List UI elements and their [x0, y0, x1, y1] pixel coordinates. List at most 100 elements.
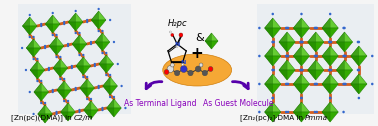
Circle shape	[202, 70, 208, 76]
Polygon shape	[107, 108, 121, 117]
Text: N: N	[174, 41, 180, 46]
Circle shape	[195, 66, 201, 72]
Circle shape	[330, 69, 332, 71]
Polygon shape	[38, 105, 53, 114]
Polygon shape	[265, 56, 281, 66]
Polygon shape	[279, 42, 295, 52]
Polygon shape	[351, 46, 359, 66]
Polygon shape	[68, 22, 83, 31]
Circle shape	[51, 89, 54, 91]
Polygon shape	[57, 90, 71, 99]
Polygon shape	[91, 20, 106, 29]
Circle shape	[316, 83, 318, 85]
Circle shape	[105, 52, 107, 54]
Polygon shape	[53, 59, 68, 68]
Polygon shape	[265, 102, 273, 122]
Circle shape	[113, 41, 115, 43]
Polygon shape	[95, 42, 110, 51]
Polygon shape	[351, 74, 359, 94]
Polygon shape	[293, 74, 310, 84]
Text: As Terminal Ligand: As Terminal Ligand	[124, 100, 196, 108]
Polygon shape	[279, 60, 287, 80]
Circle shape	[63, 21, 65, 23]
Circle shape	[169, 31, 171, 33]
Circle shape	[300, 41, 303, 43]
Circle shape	[271, 41, 274, 43]
Circle shape	[78, 32, 81, 34]
Polygon shape	[293, 56, 310, 66]
Circle shape	[86, 76, 88, 78]
Circle shape	[174, 70, 180, 76]
Circle shape	[285, 83, 287, 85]
Circle shape	[179, 33, 183, 37]
Polygon shape	[99, 64, 114, 73]
Polygon shape	[322, 18, 338, 28]
Circle shape	[329, 41, 332, 43]
Circle shape	[314, 83, 316, 85]
Circle shape	[328, 69, 330, 71]
Text: H₂pc: H₂pc	[167, 19, 187, 27]
Circle shape	[74, 32, 77, 34]
Circle shape	[329, 69, 332, 71]
Text: Pmma: Pmma	[305, 115, 328, 121]
Ellipse shape	[163, 54, 232, 86]
Polygon shape	[22, 17, 37, 26]
Circle shape	[67, 45, 69, 47]
Circle shape	[314, 27, 317, 29]
Polygon shape	[293, 74, 302, 94]
Polygon shape	[293, 112, 310, 122]
Circle shape	[358, 97, 360, 99]
Circle shape	[86, 98, 88, 100]
Circle shape	[286, 27, 288, 29]
Polygon shape	[53, 59, 60, 77]
Circle shape	[63, 23, 65, 25]
Polygon shape	[49, 37, 64, 46]
Polygon shape	[205, 33, 218, 41]
Text: &: &	[196, 33, 204, 43]
Circle shape	[29, 91, 31, 93]
Circle shape	[329, 13, 332, 15]
Circle shape	[329, 41, 332, 43]
Polygon shape	[103, 86, 118, 95]
Polygon shape	[49, 37, 57, 55]
Circle shape	[59, 78, 62, 80]
Polygon shape	[351, 56, 367, 66]
Circle shape	[101, 30, 104, 32]
Polygon shape	[38, 105, 45, 123]
Polygon shape	[293, 18, 310, 28]
Circle shape	[101, 109, 104, 111]
Circle shape	[90, 43, 92, 45]
Circle shape	[357, 69, 359, 71]
Polygon shape	[308, 70, 324, 80]
Polygon shape	[336, 42, 353, 52]
Circle shape	[329, 69, 332, 71]
Circle shape	[329, 97, 332, 99]
Circle shape	[273, 41, 275, 43]
Polygon shape	[34, 83, 41, 101]
Polygon shape	[30, 61, 45, 70]
Polygon shape	[308, 42, 324, 52]
Polygon shape	[61, 112, 75, 121]
Circle shape	[188, 70, 193, 76]
Polygon shape	[336, 60, 344, 80]
Circle shape	[328, 41, 330, 43]
Polygon shape	[322, 112, 338, 122]
Circle shape	[300, 41, 303, 43]
Polygon shape	[279, 32, 287, 52]
Polygon shape	[293, 102, 310, 112]
Polygon shape	[308, 60, 316, 80]
Circle shape	[51, 12, 54, 14]
Circle shape	[271, 69, 274, 71]
Circle shape	[271, 69, 274, 71]
Circle shape	[342, 55, 345, 57]
Circle shape	[82, 76, 85, 78]
Polygon shape	[95, 33, 110, 42]
Circle shape	[287, 111, 289, 113]
Circle shape	[71, 65, 73, 67]
Circle shape	[300, 97, 303, 99]
Circle shape	[101, 52, 104, 54]
Circle shape	[316, 111, 318, 113]
Polygon shape	[34, 92, 48, 101]
Circle shape	[101, 107, 104, 109]
Polygon shape	[45, 24, 60, 33]
